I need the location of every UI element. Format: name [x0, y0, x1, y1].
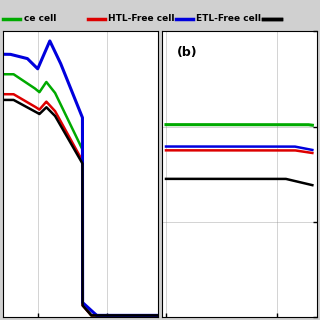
Text: HTL-Free cell: HTL-Free cell — [108, 14, 175, 23]
Text: ce cell: ce cell — [24, 14, 56, 23]
Text: (b): (b) — [177, 46, 198, 59]
Text: ETL-Free cell: ETL-Free cell — [196, 14, 261, 23]
